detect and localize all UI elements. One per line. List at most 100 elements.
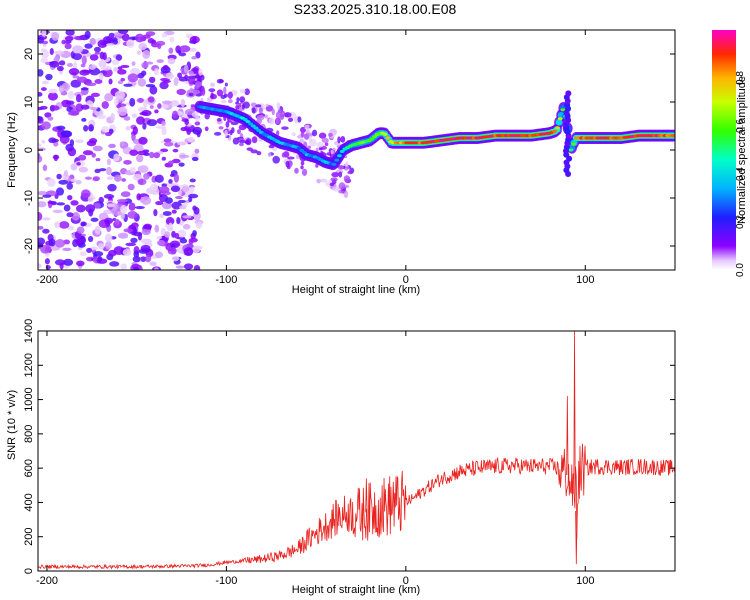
noise-blob	[129, 97, 136, 107]
noise-blob	[75, 204, 86, 213]
noise-blob	[142, 122, 147, 130]
ridge-core	[382, 132, 388, 136]
noise-blob	[132, 255, 141, 263]
noise-blob	[90, 92, 100, 98]
spectrogram-y-label: Frequency (Hz)	[6, 112, 18, 188]
noise-blob	[85, 204, 96, 213]
spectrogram-x-ticks: -200 -100 0 100	[36, 30, 594, 286]
noise-blob	[71, 212, 81, 221]
ridge-core	[568, 148, 574, 152]
noise-blob	[134, 205, 145, 210]
noise-blob	[130, 67, 141, 76]
noise-blob	[343, 190, 349, 199]
noise-blob	[131, 113, 138, 118]
noise-blob	[122, 248, 132, 256]
noise-blob	[280, 110, 286, 117]
noise-blob	[347, 170, 354, 175]
noise-blob	[54, 221, 60, 229]
noise-blob	[75, 94, 82, 103]
noise-blob	[107, 183, 117, 192]
noise-blob	[139, 111, 149, 116]
noise-blob	[75, 179, 82, 185]
noise-blob	[38, 116, 44, 124]
noise-blob	[44, 112, 52, 118]
noise-blob	[67, 90, 75, 99]
noise-blob	[104, 209, 111, 214]
noise-blob	[188, 238, 194, 245]
noise-blob	[188, 76, 196, 85]
snr-x-ticks: -200 -100 0 100	[36, 331, 594, 587]
noise-blob	[204, 113, 210, 120]
noise-blob	[239, 88, 246, 94]
noise-blob	[172, 110, 178, 119]
noise-blob	[136, 98, 145, 103]
snr-panel: -200 -100 0 100 0 200 400 600 800 1000 1200 1400 H…	[6, 319, 676, 596]
noise-blob	[191, 56, 197, 60]
noise-blob	[91, 152, 96, 158]
noise-blob	[74, 35, 85, 41]
noise-blob	[315, 163, 319, 168]
noise-blob	[198, 68, 203, 76]
noise-blob	[157, 43, 162, 50]
noise-blob	[156, 235, 162, 240]
noise-blob	[41, 121, 51, 130]
noise-blob	[104, 233, 113, 243]
noise-blob	[83, 124, 89, 132]
noise-blob	[324, 142, 329, 147]
noise-blob	[42, 194, 52, 198]
noise-blob	[77, 242, 86, 248]
noise-blob	[238, 139, 246, 144]
y-tick-label: 1200	[23, 353, 35, 377]
noise-blob	[188, 92, 194, 97]
noise-blob	[87, 236, 94, 243]
ridge-core	[339, 149, 345, 154]
x-tick-label: 100	[576, 575, 594, 587]
noise-blob	[268, 144, 275, 149]
noise-blob	[138, 136, 148, 145]
noise-blob	[208, 88, 216, 93]
noise-blob	[192, 205, 197, 211]
ridge-core	[301, 151, 307, 155]
noise-blob	[157, 103, 162, 109]
noise-blob	[101, 126, 109, 133]
noise-blob	[47, 116, 54, 121]
noise-blob	[132, 126, 138, 135]
noise-blob	[58, 60, 66, 66]
noise-blob	[343, 175, 351, 183]
noise-blob	[330, 177, 338, 182]
noise-blob	[177, 72, 183, 79]
noise-blob	[67, 194, 73, 201]
noise-blob	[117, 66, 123, 70]
noise-blob	[54, 50, 65, 55]
noise-blob	[251, 107, 256, 114]
noise-blob	[76, 162, 81, 166]
noise-blob	[106, 176, 114, 181]
noise-blob	[42, 164, 48, 172]
noise-blob	[40, 48, 47, 52]
noise-blob	[297, 116, 302, 123]
y-tick-label: 600	[23, 459, 35, 477]
noise-blob	[89, 106, 98, 111]
noise-blob	[70, 200, 79, 206]
noise-blob	[121, 33, 130, 42]
noise-blob	[238, 142, 244, 147]
noise-blob	[117, 232, 129, 239]
noise-blob	[137, 178, 147, 186]
noise-blob	[265, 103, 269, 107]
noise-blob	[236, 128, 242, 135]
noise-blob	[72, 52, 83, 61]
noise-blob	[137, 72, 145, 79]
noise-blob	[80, 63, 86, 68]
noise-blob	[75, 103, 84, 112]
noise-blob	[276, 102, 281, 111]
noise-blob	[78, 166, 89, 173]
noise-blob	[292, 132, 296, 137]
noise-blob	[38, 107, 44, 111]
ridge-core	[560, 108, 566, 112]
noise-blob	[225, 121, 230, 128]
colorbar-tick-label: 0.8	[735, 71, 746, 85]
noise-blob	[182, 223, 191, 230]
noise-blob	[148, 76, 156, 84]
noise-blob	[66, 212, 74, 218]
noise-blob	[154, 174, 164, 183]
